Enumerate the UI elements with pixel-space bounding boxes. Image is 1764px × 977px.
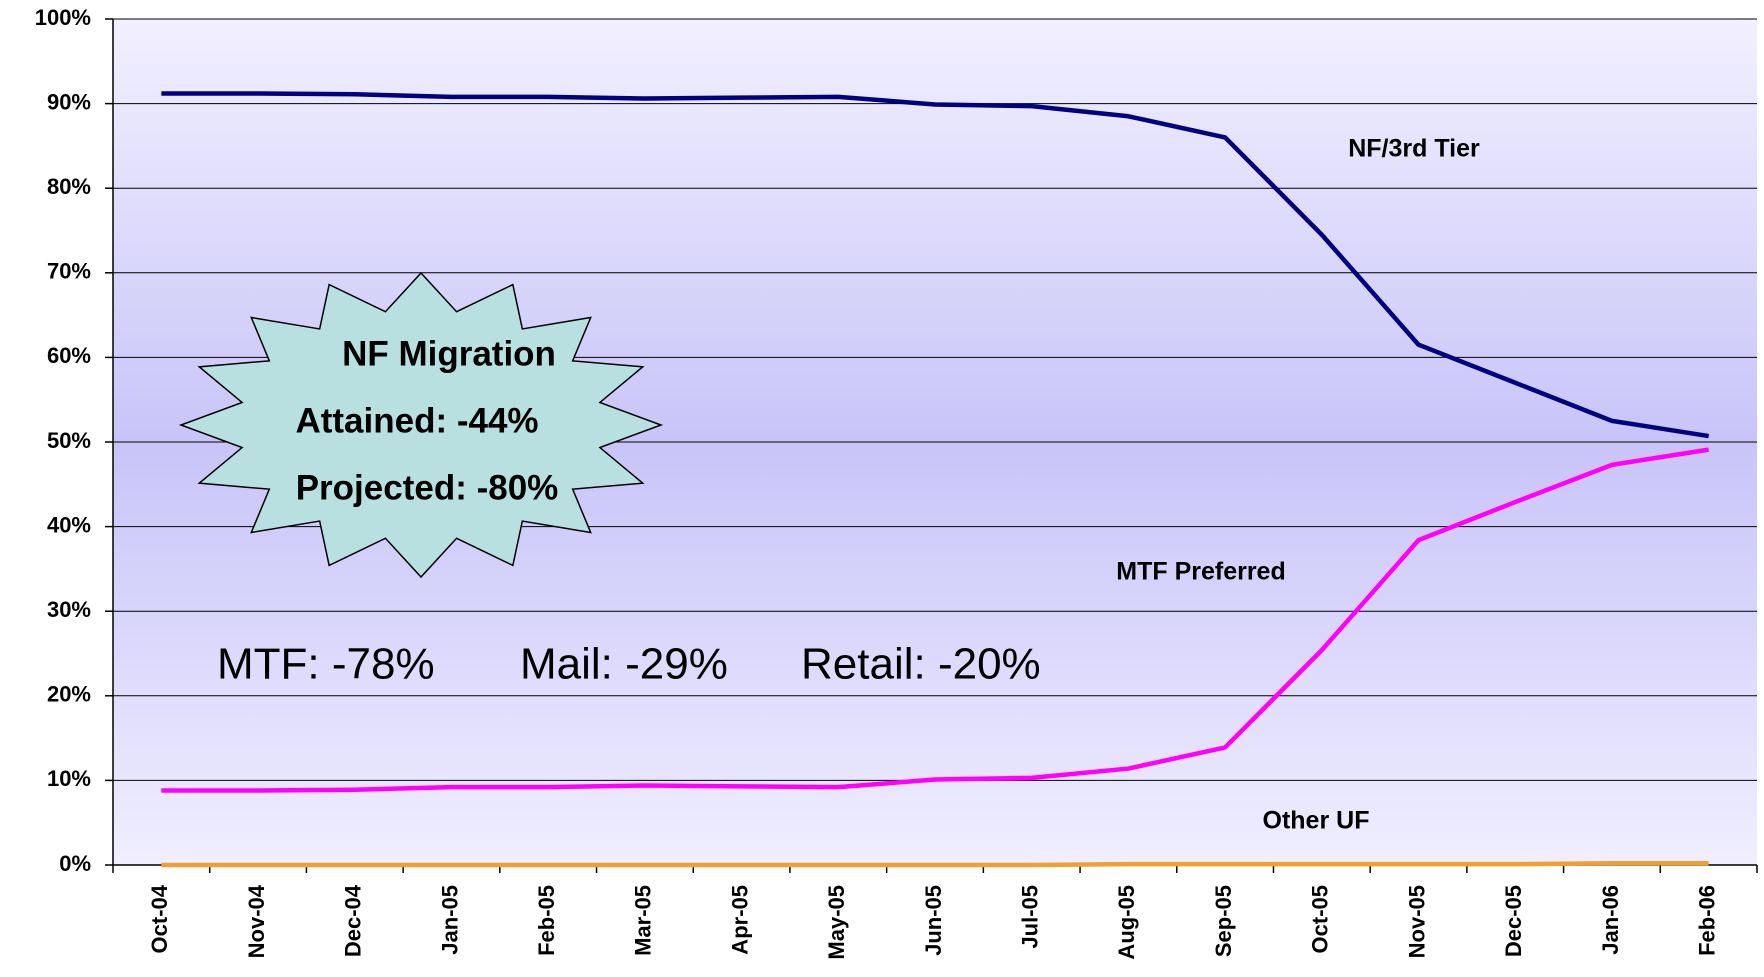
y-tick-label: 90% bbox=[47, 89, 91, 114]
y-tick-label: 70% bbox=[47, 259, 91, 284]
x-tick-label: Nov-04 bbox=[244, 884, 269, 958]
x-tick-label: Dec-04 bbox=[341, 884, 366, 957]
y-tick-label: 30% bbox=[47, 597, 91, 622]
y-tick-label: 80% bbox=[47, 174, 91, 199]
x-tick-label: Jan-06 bbox=[1598, 885, 1623, 955]
series-label: NF/3rd Tier bbox=[1348, 135, 1480, 163]
x-tick-label: Feb-06 bbox=[1694, 885, 1719, 956]
x-tick-label: Sep-05 bbox=[1211, 885, 1236, 957]
x-tick-label: Feb-05 bbox=[534, 885, 559, 956]
y-tick-label: 0% bbox=[59, 851, 91, 876]
series-line bbox=[161, 447, 1709, 793]
footer-text: Mail: -29% bbox=[520, 640, 728, 689]
burst-text: NF Migration bbox=[342, 334, 556, 373]
x-tick-label: Dec-05 bbox=[1501, 885, 1526, 957]
y-tick-label: 60% bbox=[47, 343, 91, 368]
x-tick-label: Oct-05 bbox=[1308, 885, 1333, 953]
x-tick-label: Mar-05 bbox=[631, 885, 656, 956]
x-tick-label: Apr-05 bbox=[727, 885, 752, 955]
x-tick-label: Jan-05 bbox=[437, 885, 462, 955]
y-tick-label: 20% bbox=[47, 682, 91, 707]
series-label: MTF Preferred bbox=[1116, 558, 1285, 586]
y-tick-label: 40% bbox=[47, 512, 91, 537]
series-label: Other UF bbox=[1263, 807, 1370, 835]
x-tick-label: Nov-05 bbox=[1404, 885, 1429, 958]
burst-text: Attained: -44% bbox=[295, 401, 538, 440]
series-line bbox=[161, 861, 1709, 868]
footer-text: MTF: -78% bbox=[217, 640, 435, 689]
starburst bbox=[178, 271, 664, 579]
x-tick-label: May-05 bbox=[824, 885, 849, 960]
x-tick-label: Jul-05 bbox=[1018, 885, 1043, 949]
x-tick-label: Aug-05 bbox=[1114, 885, 1139, 960]
series-line bbox=[161, 91, 1709, 439]
y-tick-label: 50% bbox=[47, 428, 91, 453]
y-tick-label: 100% bbox=[35, 5, 91, 30]
footer-text: Retail: -20% bbox=[801, 640, 1041, 689]
burst-text: Projected: -80% bbox=[296, 468, 559, 507]
x-tick-label: Oct-04 bbox=[147, 884, 172, 953]
x-tick-label: Jun-05 bbox=[921, 885, 946, 956]
y-tick-label: 10% bbox=[47, 766, 91, 791]
